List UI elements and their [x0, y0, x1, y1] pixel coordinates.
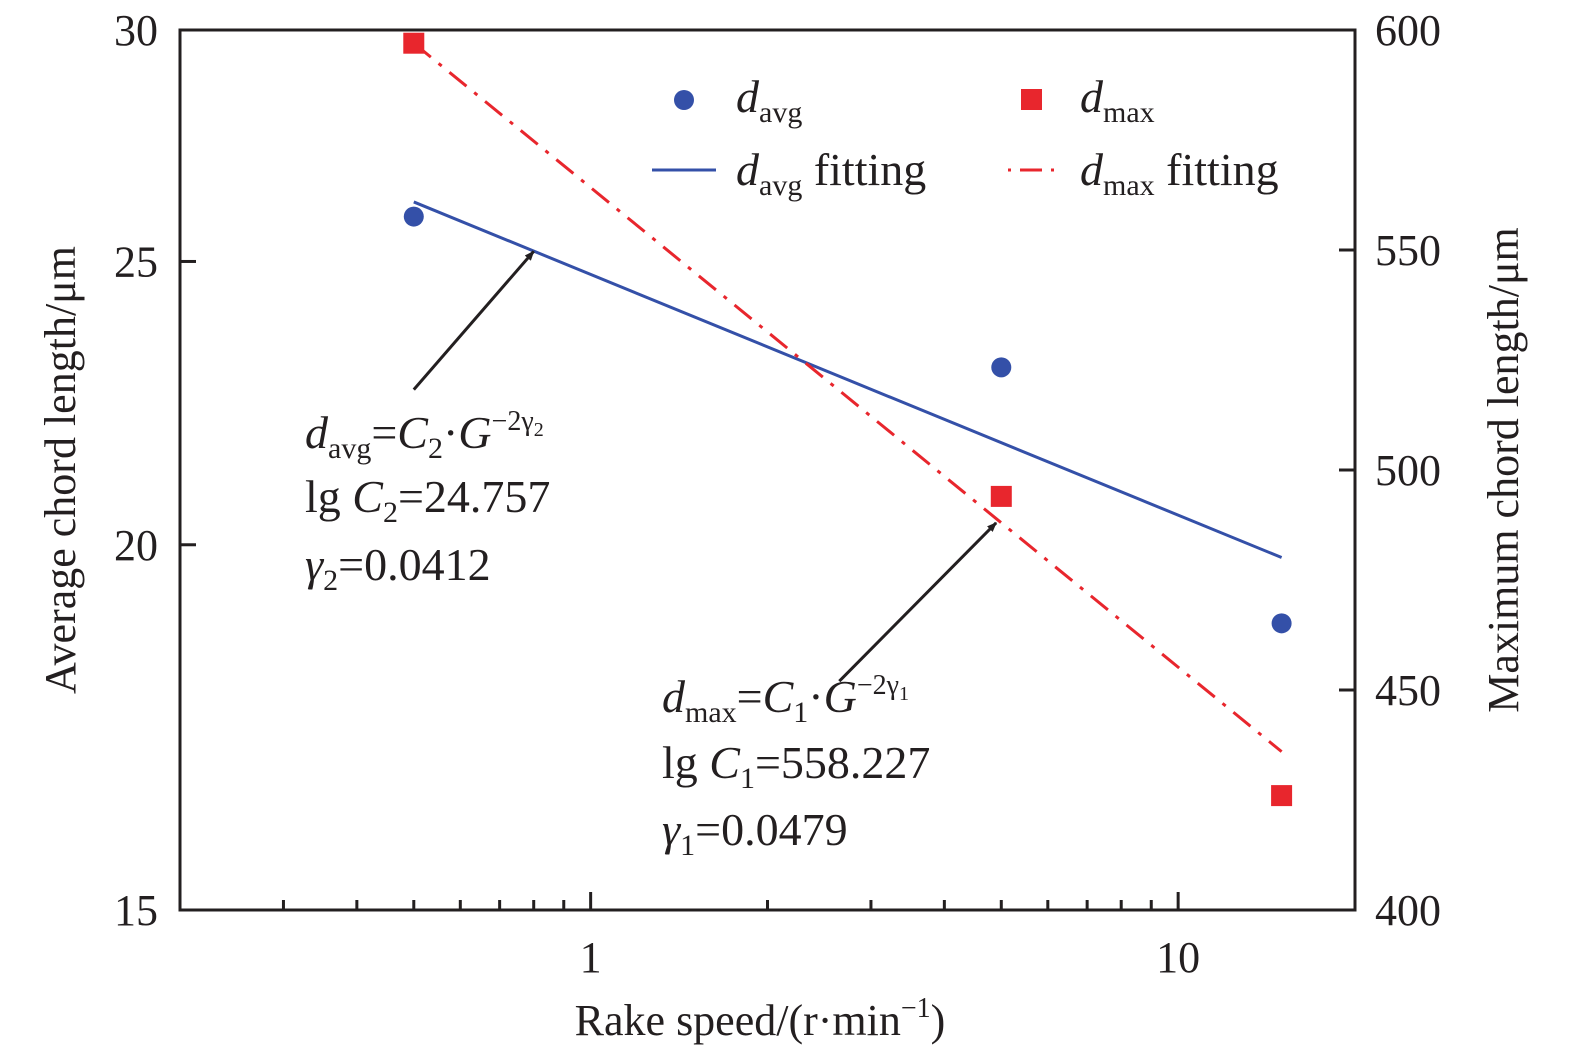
annotation-avg-fit: davg=C2·G−2γ2 lg C2=24.757 γ2=0.0412 [305, 406, 550, 597]
d-avg-point [991, 357, 1012, 378]
legend-marker-circle [674, 90, 694, 110]
avg-fit-annotation-arrow [412, 250, 535, 391]
legend: davg dmax davg fitting dmax fitting [652, 71, 1279, 202]
axis-ticks [180, 28, 1355, 912]
svg-text:davg: davg [736, 71, 802, 129]
data-points [403, 32, 1293, 807]
svg-text:dmax fitting: dmax fitting [1080, 144, 1279, 202]
y-left-tick-label: 30 [114, 6, 158, 55]
annotation-max-lgc: lg C1=558.227 [662, 737, 930, 795]
y-left-tick-label: 15 [114, 886, 158, 935]
legend-item-d-max: dmax [1021, 71, 1155, 129]
y-left-tick-label: 25 [114, 237, 158, 286]
y-right-tick-label: 400 [1375, 886, 1441, 935]
y-left-tick-label: 20 [114, 521, 158, 570]
fit-lines [412, 42, 1283, 753]
svg-text:dmax: dmax [1080, 71, 1155, 129]
legend-marker-square [1021, 89, 1042, 110]
legend-item-d-avg-fitting: davg fitting [652, 144, 926, 202]
annotation-avg-gamma: γ2=0.0412 [305, 539, 491, 597]
y-right-axis-title: Maximum chord length/μm [1479, 227, 1528, 713]
d-max-point [1271, 785, 1293, 807]
legend-item-d-avg: davg [674, 71, 802, 129]
annotation-arrows [412, 250, 998, 683]
x-tick-label: 1 [580, 933, 602, 982]
y-right-tick-label: 450 [1375, 666, 1441, 715]
annotation-max-formula: dmax=C1·G−2γ1 [662, 670, 909, 729]
d-avg-point [403, 206, 424, 227]
max-fit-annotation-arrow [838, 521, 998, 683]
tick-labels: 1 10 15 20 25 30 400 450 500 550 600 [114, 6, 1441, 982]
annotation-avg-lgc: lg C2=24.757 [305, 471, 550, 529]
annotation-avg-formula: davg=C2·G−2γ2 [305, 406, 544, 465]
annotation-max-gamma: γ1=0.0479 [662, 804, 848, 862]
d-avg-fitting-line [413, 200, 1283, 559]
d-max-point [403, 32, 425, 54]
y-right-tick-label: 600 [1375, 6, 1441, 55]
legend-item-d-max-fitting: dmax fitting [1008, 144, 1279, 202]
y-left-axis-title: Average chord length/μm [36, 246, 85, 694]
annotation-max-fit: dmax=C1·G−2γ1 lg C1=558.227 γ1=0.0479 [662, 670, 930, 862]
y-right-tick-label: 550 [1375, 226, 1441, 275]
d-max-fitting-line [412, 42, 1283, 753]
y-right-tick-label: 500 [1375, 446, 1441, 495]
x-tick-label: 10 [1156, 933, 1200, 982]
svg-text:davg fitting: davg fitting [736, 144, 926, 202]
x-axis-title: Rake speed/(r·min−1) [575, 993, 946, 1045]
d-avg-point [1271, 613, 1292, 634]
d-max-point [990, 485, 1012, 507]
